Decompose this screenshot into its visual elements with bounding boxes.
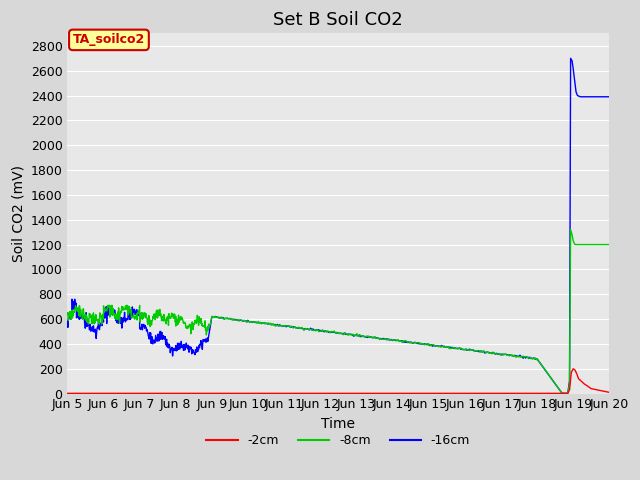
Y-axis label: Soil CO2 (mV): Soil CO2 (mV) <box>11 165 25 262</box>
Title: Set B Soil CO2: Set B Soil CO2 <box>273 11 403 29</box>
X-axis label: Time: Time <box>321 417 355 431</box>
Text: TA_soilco2: TA_soilco2 <box>73 34 145 47</box>
Legend: -2cm, -8cm, -16cm: -2cm, -8cm, -16cm <box>202 429 476 452</box>
